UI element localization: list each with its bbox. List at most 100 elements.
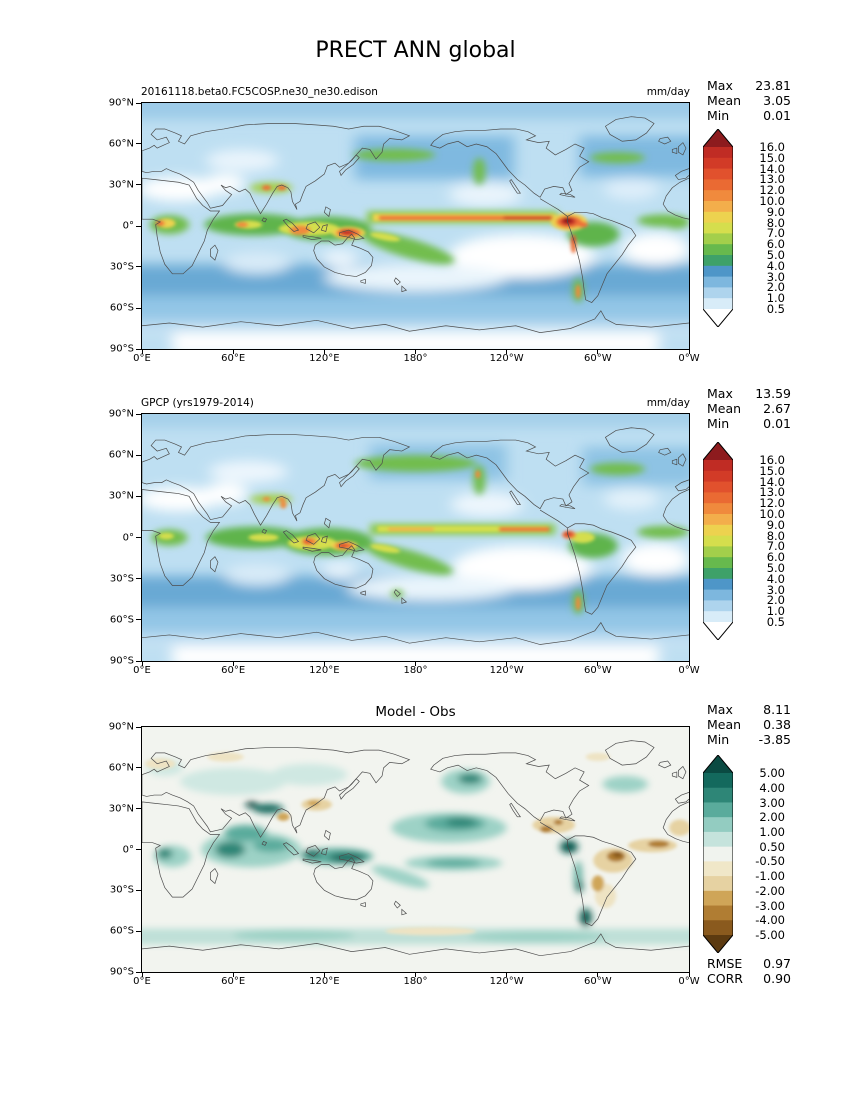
stat-label: Mean xyxy=(707,717,742,732)
stat-row: Mean 0.38 xyxy=(707,717,791,732)
colorbar-tick-label: 1.00 xyxy=(759,824,785,839)
lon-tick-mark xyxy=(232,972,234,977)
lon-tick-label: 180° xyxy=(403,665,428,676)
lon-tick-label: 0°W xyxy=(678,665,700,676)
colorbar-swatches xyxy=(703,129,733,327)
colorbar-tick-label: 10.0 xyxy=(759,507,785,521)
lon-tick-label: 120°E xyxy=(309,665,340,676)
colorbar-swatches xyxy=(703,442,733,640)
stat-label: Mean xyxy=(707,93,742,108)
colorbar-tick-label: 9.0 xyxy=(766,204,785,219)
diff-panel-title: Model - Obs xyxy=(375,704,456,720)
stat-value: 2.67 xyxy=(763,401,791,416)
stat-value: 8.11 xyxy=(763,702,791,717)
lon-tick-label: 180° xyxy=(403,976,428,987)
lat-tick-label: 90°N xyxy=(108,97,134,109)
colorbar-tick-label: 6.0 xyxy=(766,550,785,565)
lon-tick-label: 60°E xyxy=(221,353,246,364)
lat-tick-mark xyxy=(136,184,141,186)
colorbar-swatches xyxy=(703,755,733,953)
lon-tick-mark xyxy=(141,661,143,666)
lat-tick-mark xyxy=(136,495,141,497)
map-obs-contours xyxy=(142,414,689,661)
metric-row: RMSE 0.97 xyxy=(707,956,791,971)
colorbar-tick-label: 2.0 xyxy=(766,593,785,608)
lon-tick-label: 60°E xyxy=(221,976,246,987)
lat-tick-label: 0° xyxy=(122,844,134,855)
colorbar-tick-label: 13.0 xyxy=(759,172,785,187)
colorbar-tick-label: 2.0 xyxy=(766,280,785,295)
lat-tick-mark xyxy=(136,143,141,145)
stat-row: Min 0.01 xyxy=(707,416,791,431)
lat-tick-mark xyxy=(136,413,141,415)
lon-tick-label: 60°W xyxy=(584,976,612,987)
lat-tick-label: 30°N xyxy=(108,179,134,191)
lat-tick-label: 60°N xyxy=(108,138,134,150)
lat-tick-mark xyxy=(136,849,141,850)
colorbar-tick-label: 5.00 xyxy=(759,766,785,780)
stat-label: Max xyxy=(707,702,733,717)
lon-tick-label: 0°E xyxy=(133,353,151,364)
metric-label: RMSE xyxy=(707,956,743,971)
metric-label: CORR xyxy=(707,971,743,986)
lon-tick-mark xyxy=(415,661,416,666)
lat-tick-mark xyxy=(136,307,141,309)
lat-tick-label: 60°S xyxy=(109,302,134,314)
lat-tick-mark xyxy=(136,225,141,227)
lon-tick-mark xyxy=(323,349,325,354)
colorbar-tick-label: 14.0 xyxy=(759,474,785,489)
lon-tick-mark xyxy=(688,972,690,977)
stat-value: 23.81 xyxy=(755,78,791,93)
colorbar-tick-label: 2.00 xyxy=(759,810,785,825)
stats-block-diff: Max 8.11 Mean 0.38 Min -3.85 xyxy=(707,702,791,747)
panel-obs-header: GPCP (yrs1979-2014) mm/day xyxy=(141,396,690,410)
stat-value: 0.38 xyxy=(763,717,791,732)
lat-tick-mark xyxy=(136,102,141,104)
lon-tick-mark xyxy=(232,661,234,666)
stat-row: Mean 2.67 xyxy=(707,401,791,416)
colorbar-tick-label: 5.0 xyxy=(766,248,785,262)
colorbar-tick-label: 7.0 xyxy=(766,226,785,241)
stat-label: Min xyxy=(707,416,730,431)
figure-title: PRECT ANN global xyxy=(315,38,516,63)
colorbar-tick-label: 4.00 xyxy=(759,780,785,795)
lon-tick-label: 0°W xyxy=(678,976,700,987)
map-model: 90°N 60°N 30°N 0° 30°S 60°S 90°S 0°E 60°E 120°E 18… xyxy=(109,98,700,365)
lat-tick-mark xyxy=(136,266,141,268)
colorbar-obs: 16.0 15.0 14.0 13.0 12.0 10.0 9.0 8.0 7.0 6.0 5.0 4… xyxy=(703,442,793,640)
dataset-label: 20161118.beta0.FC5COSP.ne30_ne30.edison xyxy=(141,86,378,98)
colorbar-tick-label: 1.0 xyxy=(766,291,785,306)
lon-tick-mark xyxy=(506,661,508,666)
metric-row: CORR 0.90 xyxy=(707,971,791,986)
lat-tick-label: 60°N xyxy=(108,449,134,461)
lon-tick-label: 60°E xyxy=(221,665,246,676)
lat-tick-mark xyxy=(136,889,141,891)
lat-tick-mark xyxy=(136,660,141,662)
lon-tick-label: 180° xyxy=(403,353,428,364)
lon-tick-label: 0°W xyxy=(678,353,700,364)
colorbar-tick-label: 1.0 xyxy=(766,604,785,619)
colorbar-tick-label: 9.0 xyxy=(766,517,785,532)
stats-block-model: Max 23.81 Mean 3.05 Min 0.01 xyxy=(707,78,791,123)
map-diff-contours xyxy=(142,727,689,972)
stat-value: 0.01 xyxy=(763,108,791,123)
colorbar-tick-label: -0.50 xyxy=(755,854,785,869)
lat-tick-mark xyxy=(136,348,141,350)
colorbar-tick-label: 4.0 xyxy=(766,258,785,273)
metrics-block: RMSE 0.97 CORR 0.90 xyxy=(707,956,791,986)
lat-tick-label: 90°N xyxy=(108,721,134,733)
lat-tick-mark xyxy=(136,930,141,932)
lon-tick-mark xyxy=(415,972,416,977)
lat-tick-label: 30°N xyxy=(108,803,134,815)
lat-tick-mark xyxy=(136,971,141,973)
colorbar-tick-label: 5.0 xyxy=(766,561,785,575)
colorbar-tick-label: 3.00 xyxy=(759,795,785,810)
colorbar-tick-label: 0.50 xyxy=(759,839,785,854)
stat-row: Min 0.01 xyxy=(707,108,791,123)
lat-tick-mark xyxy=(136,454,141,456)
lat-tick-mark xyxy=(136,537,141,538)
stats-block-obs: Max 13.59 Mean 2.67 Min 0.01 xyxy=(707,386,791,431)
colorbar-diff: 5.00 4.00 3.00 2.00 1.00 0.50 -0.50 -1.00 -2.00-… xyxy=(703,755,793,953)
lon-tick-mark xyxy=(597,661,599,666)
colorbar-tick-label: 4.0 xyxy=(766,571,785,586)
